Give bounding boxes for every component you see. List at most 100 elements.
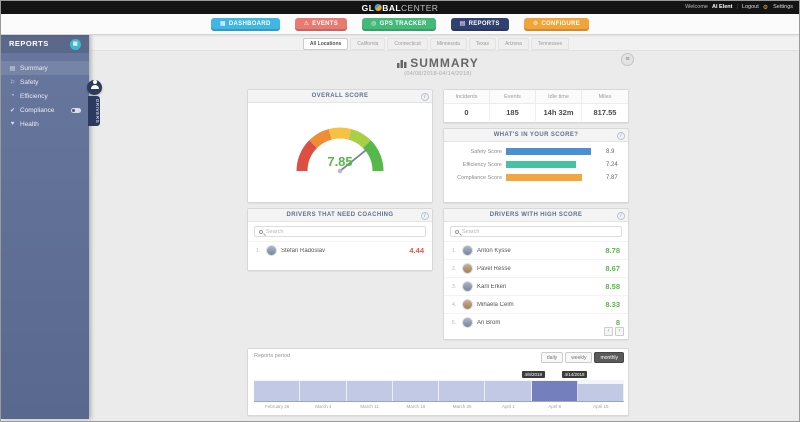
info-icon[interactable]: i [421, 92, 429, 101]
bar-value: 7.24 [606, 161, 618, 168]
driver-score: 8.33 [605, 300, 620, 309]
driver-row[interactable]: 1. Stefan Radoslav 4.44 [248, 241, 432, 259]
avatar [462, 245, 473, 256]
tab-texas[interactable]: Texas [468, 38, 496, 50]
card-title: WHAT'S IN YOUR SCORE? [493, 132, 579, 138]
nav-button-dashboard[interactable]: ▦ DASHBOARD [210, 17, 280, 31]
sidebar-item-efficiency[interactable]: ◔ Efficiency [1, 89, 89, 103]
high-score-search-box [450, 226, 622, 237]
card-title: OVERALL SCORE [311, 93, 369, 99]
timeline-segment[interactable] [300, 381, 347, 401]
driver-score: 8 [615, 318, 620, 327]
coaching-search-box [254, 226, 426, 237]
sidebar-title: REPORTS ▤ [1, 35, 89, 53]
driver-row[interactable]: 2. Pavel Resse 8.67 [444, 259, 628, 277]
sidebar-item-health[interactable]: ♥ Health [1, 117, 89, 131]
stat-value-incidents: 0 [444, 104, 490, 121]
reports-sidebar: REPORTS ▤ ▤ Summary ⚐ Safety ◔ Efficiency ✔… [1, 35, 89, 419]
period-label: Reports period [254, 353, 291, 359]
safety-score-bar [506, 148, 602, 155]
compliance-icon: ✔ [9, 107, 16, 114]
nav-label: REPORTS [468, 20, 500, 27]
next-page-button[interactable]: › [615, 327, 624, 336]
safety-score-row: Safety Score 8.9 [444, 142, 628, 155]
timeline-selected-range[interactable] [531, 381, 578, 401]
timeline-segment[interactable] [485, 381, 532, 401]
pagination: ‹ › [604, 327, 624, 336]
tab-minnesota[interactable]: Minnesota [429, 38, 467, 50]
info-icon[interactable]: i [617, 131, 625, 140]
compliance-toggle[interactable] [71, 107, 81, 113]
timeline-segment[interactable] [392, 381, 439, 401]
globe-icon [374, 4, 382, 11]
driver-row[interactable]: 1. Anton Kysse 8.78 [444, 241, 628, 259]
gps-tracker-icon: ◎ [371, 20, 377, 27]
events-icon: ⚠ [303, 20, 310, 27]
bar-value: 8.9 [606, 148, 615, 155]
gear-icon: ⚙ [762, 4, 769, 11]
high-score-search-input[interactable] [462, 228, 617, 235]
export-menu-button[interactable]: ≡ [621, 53, 634, 66]
card-title: DRIVERS WITH HIGH SCORE [489, 212, 583, 218]
sidebar-item-compliance[interactable]: ✔ Compliance [1, 103, 89, 117]
overall-score-gauge: 7.85 [285, 117, 395, 183]
axis-label: February 26 [264, 404, 290, 409]
settings-link[interactable]: Settings [773, 4, 793, 10]
sidebar-title-label: REPORTS [9, 39, 49, 48]
reports-period-card: Reports period daily weekly monthly 4/8/… [247, 348, 629, 416]
tab-arizona[interactable]: Arizona [497, 38, 529, 50]
sidebar-help-icon[interactable]: ▤ [70, 38, 81, 50]
axis-label: March 25 [452, 404, 472, 409]
overall-score-card: OVERALL SCORE i 7.85 [247, 89, 433, 203]
page-title: SUMMARY [247, 56, 629, 71]
timeline-segment[interactable] [439, 381, 486, 401]
sidebar-item-label: Efficiency [20, 92, 48, 100]
sidebar-item-safety[interactable]: ⚐ Safety [1, 75, 89, 89]
nav-button-reports[interactable]: ▤ REPORTS [450, 17, 509, 31]
safety-icon: ⚐ [9, 79, 16, 86]
info-icon[interactable]: i [421, 211, 429, 220]
driver-row[interactable]: 3. Karli Erken 8.58 [444, 277, 628, 295]
tab-california[interactable]: California [350, 38, 386, 50]
period-button-weekly[interactable]: weekly [565, 352, 593, 363]
driver-row[interactable]: 4. Mihaela Celm 8.33 [444, 295, 628, 313]
tab-connecticut[interactable]: Connecticut [387, 38, 428, 50]
separator: | [736, 4, 738, 10]
logout-link[interactable]: Logout [741, 4, 759, 10]
score-breakdown-card: WHAT'S IN YOUR SCORE? i Safety Score 8.9 … [443, 128, 629, 203]
nav-button-events[interactable]: ⚠ EVENTS [294, 17, 348, 31]
driver-person-icon [87, 80, 102, 95]
coaching-search-input[interactable] [266, 228, 421, 235]
tab-tennessee[interactable]: Tennessee [530, 38, 570, 50]
period-axis: February 26 March 4 March 11 March 18 March … [254, 404, 624, 409]
card-title: DRIVERS THAT NEED COACHING [286, 212, 394, 218]
page-subtitle: (04/08/2018-04/14/2018) [404, 71, 472, 77]
timeline-segment[interactable] [254, 381, 301, 401]
overall-score-value: 7.85 [327, 154, 353, 169]
driver-row[interactable]: 5. Ari Brom 8 [444, 313, 628, 331]
driver-score: 8.67 [605, 264, 620, 273]
drivers-flyout-label[interactable]: DRIVERS [88, 96, 100, 127]
info-icon[interactable]: i [617, 211, 625, 220]
sidebar-item-summary[interactable]: ▤ Summary [1, 61, 89, 75]
bar-label: Compliance Score [457, 174, 502, 181]
period-timeline[interactable] [254, 380, 624, 402]
tab-all-locations[interactable]: All Locations [302, 38, 349, 50]
nav-button-configure[interactable]: ⚙ CONFIGURE [523, 17, 590, 31]
bar-label: Safety Score [470, 148, 503, 155]
bar-chart-icon [397, 57, 407, 71]
period-button-monthly[interactable]: monthly [594, 352, 624, 363]
row-index: 1. [256, 247, 261, 254]
nav-button-gps-tracker[interactable]: ◎ GPS TRACKER [362, 17, 436, 31]
topbar: GL BAL CENTER Welcome Al Elent | Logout ⚙ … [1, 1, 799, 14]
prev-page-button[interactable]: ‹ [604, 327, 613, 336]
search-icon [259, 229, 263, 234]
drivers-flyout[interactable]: DRIVERS [87, 77, 102, 127]
axis-label: March 11 [360, 404, 379, 409]
topbar-user-area: Welcome Al Elent | Logout ⚙ Settings [685, 4, 793, 11]
timeline-segment[interactable] [577, 384, 624, 401]
driver-name: Pavel Resse [477, 265, 511, 272]
row-index: 1. [452, 247, 457, 254]
period-button-daily[interactable]: daily [540, 352, 564, 363]
timeline-segment[interactable] [346, 381, 393, 401]
